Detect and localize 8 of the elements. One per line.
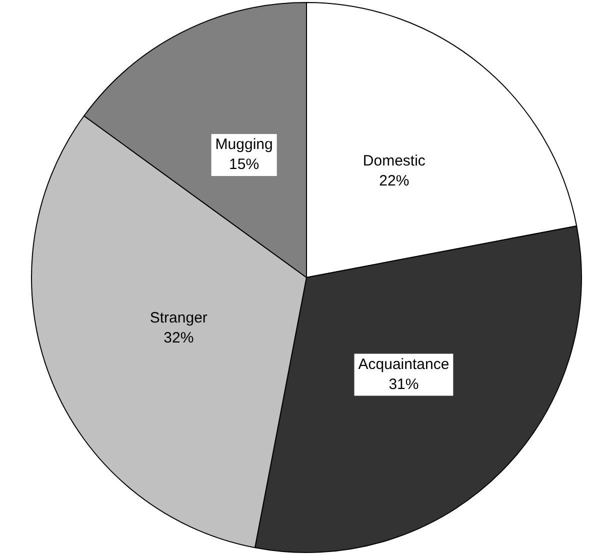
slice-label: Acquaintance [358, 356, 450, 373]
slice-label: Stranger [150, 309, 208, 326]
data-label: 15% [229, 156, 260, 174]
data-label: 32% [164, 329, 194, 346]
data-label: 31% [388, 376, 419, 393]
data-label: 22% [379, 172, 410, 190]
slice-label: Mugging [215, 136, 273, 154]
slice-label: Domestic [362, 152, 426, 170]
